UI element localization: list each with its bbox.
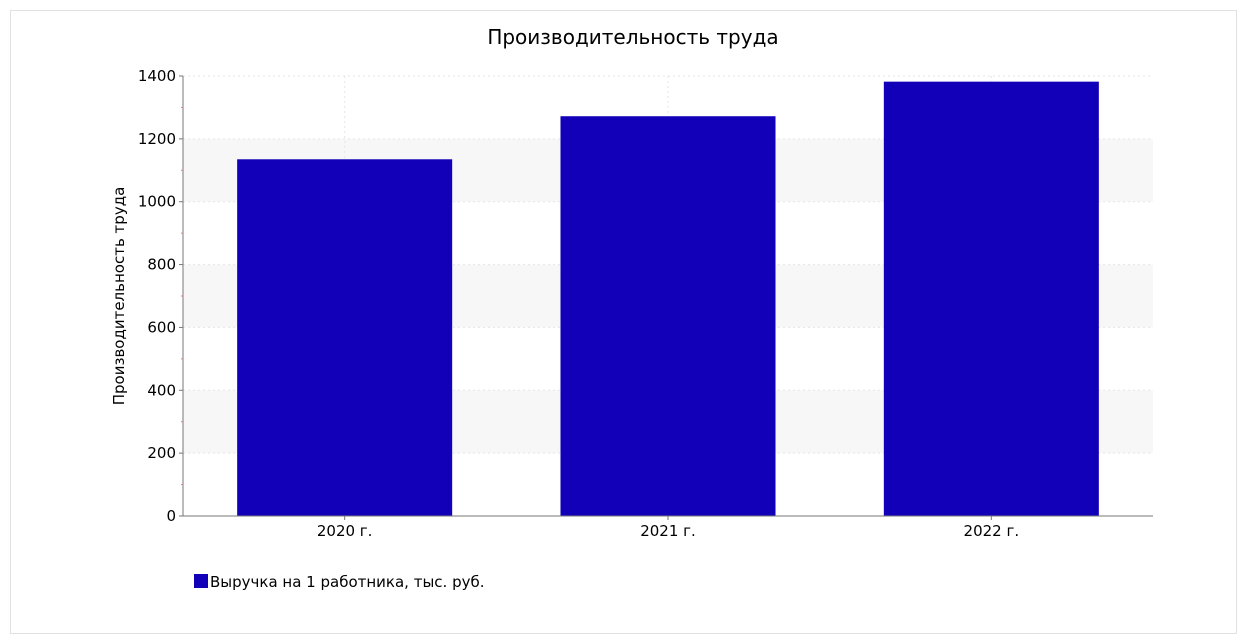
bar [883, 81, 1099, 517]
y-tick-label: 0 [166, 507, 176, 525]
legend: Выручка на 1 работника, тыс. руб. [194, 573, 485, 591]
y-ticks: 0 200 400 600 800 1000 1200 1400 [138, 67, 183, 525]
y-tick-label: 600 [147, 318, 176, 336]
y-tick-label: 400 [147, 381, 176, 399]
bar [560, 116, 776, 516]
x-ticks: 2020 г. 2021 г. 2022 г. [317, 516, 1019, 540]
legend-label: Выручка на 1 работника, тыс. руб. [210, 573, 485, 591]
bar [237, 159, 453, 517]
y-tick-label: 1400 [138, 67, 176, 85]
y-tick-label: 200 [147, 444, 176, 462]
y-axis-label: Производительность труда [110, 187, 128, 406]
y-tick-label: 1200 [138, 130, 176, 148]
y-tick-label: 1000 [138, 193, 176, 211]
y-tick-label: 800 [147, 256, 176, 274]
chart-title: Производительность труда [487, 25, 778, 49]
x-tick-label: 2022 г. [964, 522, 1020, 540]
bars [237, 81, 1099, 517]
x-tick-label: 2020 г. [317, 522, 373, 540]
x-tick-label: 2021 г. [640, 522, 696, 540]
legend-swatch [194, 574, 208, 588]
